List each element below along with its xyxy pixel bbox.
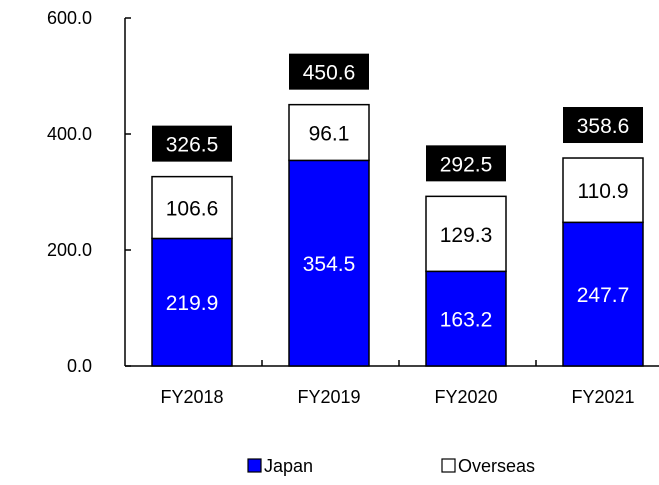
bar-overseas-fy2020 bbox=[425, 195, 507, 273]
data-label-japan: 354.5 bbox=[303, 253, 356, 276]
y-tick-label: 600.0 bbox=[47, 8, 92, 28]
data-label-overseas: 106.6 bbox=[166, 198, 219, 221]
data-label-overseas: 96.1 bbox=[309, 123, 350, 146]
x-tick-label: FY2021 bbox=[571, 387, 634, 407]
y-tick-label: 0.0 bbox=[67, 356, 92, 376]
bar-overseas-fy2021 bbox=[562, 157, 644, 224]
bar-overseas-fy2018 bbox=[151, 175, 233, 240]
bar-overseas-fy2019 bbox=[288, 103, 370, 162]
data-label-japan: 219.9 bbox=[166, 292, 219, 315]
total-label: 292.5 bbox=[440, 153, 493, 176]
total-label: 450.6 bbox=[303, 62, 356, 85]
data-label-japan: 247.7 bbox=[577, 284, 630, 307]
x-tick-label: FY2018 bbox=[160, 387, 223, 407]
data-label-japan: 163.2 bbox=[440, 309, 493, 332]
bar-japan-fy2020 bbox=[425, 270, 507, 367]
data-label-overseas: 129.3 bbox=[440, 224, 493, 247]
total-label: 358.6 bbox=[577, 115, 630, 138]
total-label: 326.5 bbox=[166, 134, 219, 157]
total-label-box bbox=[289, 53, 369, 90]
y-tick-label: 400.0 bbox=[47, 124, 92, 144]
total-label-box bbox=[152, 125, 232, 162]
legend-label-overseas: Overseas bbox=[458, 456, 535, 476]
total-label-box bbox=[563, 107, 643, 144]
legend-swatch-overseas bbox=[441, 458, 456, 473]
legend-label-japan: Japan bbox=[264, 456, 313, 476]
legend-swatch-japan bbox=[247, 458, 262, 473]
bar-japan-fy2021 bbox=[562, 221, 644, 367]
data-label-overseas: 110.9 bbox=[578, 180, 629, 203]
y-tick-label: 200.0 bbox=[47, 240, 92, 260]
bar-japan-fy2018 bbox=[151, 237, 233, 367]
total-label-box bbox=[426, 145, 506, 182]
x-tick-label: FY2019 bbox=[297, 387, 360, 407]
x-tick-label: FY2020 bbox=[434, 387, 497, 407]
